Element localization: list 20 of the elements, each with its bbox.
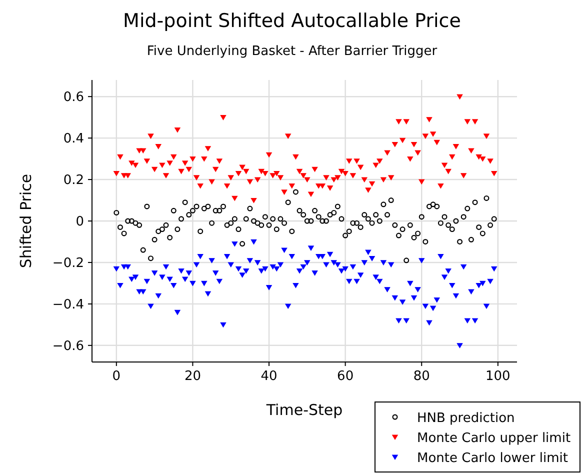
x-tick-label: 20 (184, 369, 201, 384)
y-tick-label: −0.6 (52, 338, 84, 354)
legend-label: Monte Carlo lower limit (417, 451, 568, 466)
y-tick-label: −0.2 (52, 256, 84, 271)
y-tick-label: 0 (76, 214, 84, 230)
x-tick-label: 40 (260, 369, 278, 384)
x-tick-label: 0 (112, 369, 121, 384)
x-axis-title: Time-Step (265, 401, 343, 419)
y-axis-title: Shifted Price (17, 174, 35, 268)
chart-subtitle: Five Underlying Basket - After Barrier Trigger (146, 44, 438, 59)
y-tick-label: −0.4 (52, 297, 84, 312)
x-tick-label: 100 (486, 369, 510, 384)
x-tick-label: 60 (337, 369, 354, 384)
x-tick-label: 80 (413, 369, 430, 384)
legend-label: HNB prediction (417, 411, 515, 426)
y-tick-label: 0.4 (63, 132, 84, 147)
y-tick-label: 0.6 (63, 90, 84, 106)
legend-label: Monte Carlo upper limit (417, 431, 571, 446)
y-tick-label: 0.2 (63, 173, 84, 188)
chart-title: Mid-point Shifted Autocallable Price (123, 10, 461, 32)
